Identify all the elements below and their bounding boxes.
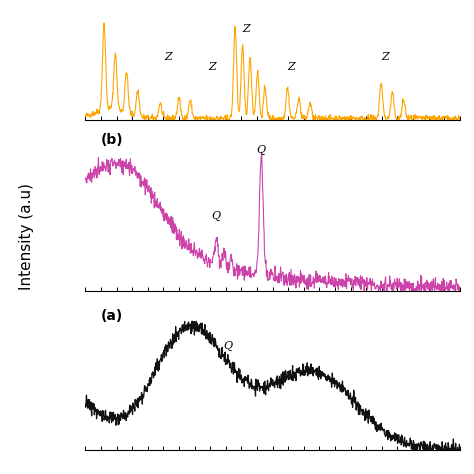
Text: Z: Z (287, 62, 295, 72)
Text: Q: Q (212, 211, 221, 221)
Text: (b): (b) (100, 133, 123, 147)
Text: Z: Z (381, 53, 389, 63)
Text: Intensity (a.u): Intensity (a.u) (19, 183, 34, 291)
Text: Z: Z (243, 24, 250, 34)
Text: Z: Z (209, 62, 217, 72)
Text: (a): (a) (100, 309, 123, 322)
Text: Q: Q (257, 145, 266, 155)
Text: Q: Q (223, 341, 232, 351)
Text: Z: Z (164, 53, 172, 63)
